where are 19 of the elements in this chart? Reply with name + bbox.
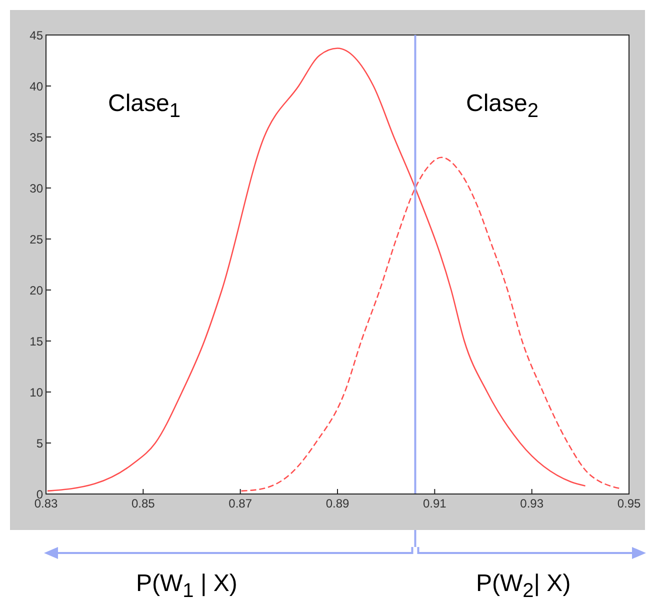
y-tick-label: 5 [36,436,44,450]
text: P(W$_{1}$ | X) [136,570,238,601]
x-tick-label: 0.87 [228,496,252,511]
x-tick-label: 0.95 [617,496,641,511]
y-tick-label: 45 [30,28,44,42]
x-tick-label: 0.89 [326,496,350,511]
annotation: Clase$_{1}$ [108,90,180,123]
text: P(W$_{2}$| X) [476,570,571,601]
y-tick-label: 20 [30,283,44,298]
x-tick-label: 0.85 [131,496,156,511]
y-tick-label: 25 [30,232,44,246]
y-tick-label: 40 [30,79,44,94]
y-tick-label: 35 [30,130,44,144]
annotation: Clase$_{2}$ [466,90,538,123]
y-tick-label: 30 [30,181,44,196]
y-tick-label: 15 [30,334,44,348]
y-tick-label: 10 [30,385,44,400]
x-tick-label: 0.93 [520,496,544,511]
x-tick-label: 0.91 [422,496,447,511]
